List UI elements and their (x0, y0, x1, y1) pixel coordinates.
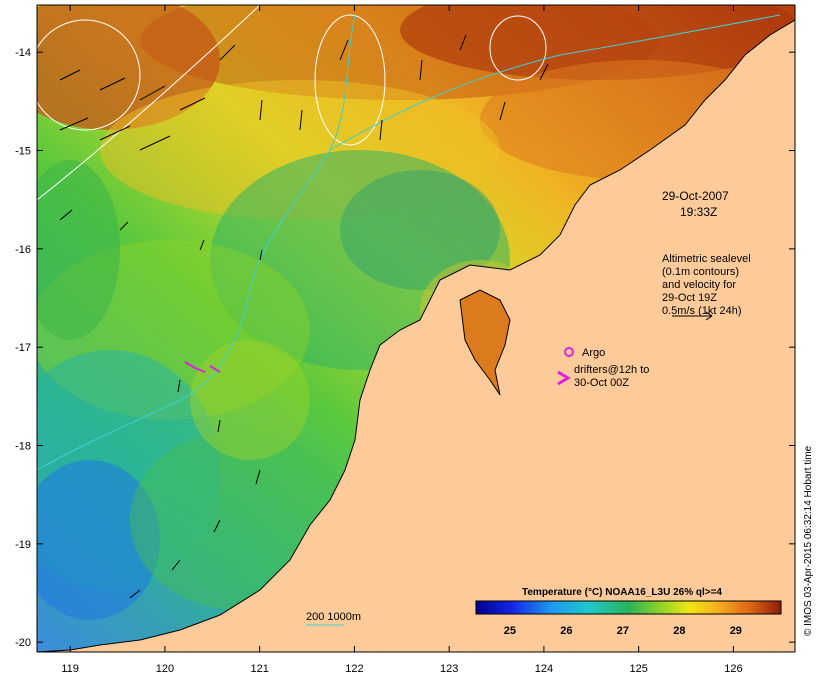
x-tick-label: 125 (629, 663, 647, 675)
argo-label: Argo (582, 347, 605, 359)
drifter-chevron-icon (557, 370, 571, 386)
y-tick-label: -14 (15, 47, 31, 59)
colorbar-tick-label: 28 (673, 625, 685, 637)
altimetry-note: Altimetric sealevel (0.1m contours) and … (662, 253, 751, 321)
colorbar-tick-label: 26 (560, 625, 572, 637)
x-tick-label: 119 (61, 663, 79, 675)
credit-text: © IMOS 03-Apr-2015 06:32:14 Hobart time (803, 445, 814, 636)
colorbar: Temperature (°C) NOAA16_L3U 26% ql>=4 25… (475, 587, 782, 637)
land-mass (37, 19, 795, 652)
sealevel-contours (37, 5, 547, 201)
y-tick-label: -16 (15, 244, 31, 256)
x-tick-label: 121 (250, 663, 268, 675)
drifter-legend: drifters@12h to 30-Oct 00Z (557, 364, 649, 389)
colorbar-title: Temperature (°C) NOAA16_L3U 26% ql>=4 (522, 587, 722, 598)
colorbar-tick-label: 25 (504, 625, 516, 637)
y-axis: -14 -15 -16 -17 -18 -19 -20 (15, 47, 795, 649)
x-tick-label: 123 (440, 663, 458, 675)
velocity-arrows (59, 34, 549, 599)
y-tick-label: -20 (15, 637, 31, 649)
x-tick-label: 120 (156, 663, 174, 675)
argo-circle-icon (564, 347, 574, 357)
altimetry-line-2: (0.1m contours) (662, 266, 739, 278)
plot-frame (36, 4, 796, 653)
colorbar-tick-label: 27 (617, 625, 629, 637)
altimetry-line-5: 0.5m/s (1kt 24h) (662, 305, 741, 317)
image-date: 29-Oct-2007 (662, 189, 729, 203)
x-tick-label: 122 (345, 663, 363, 675)
drifter-line-2: 30-Oct 00Z (574, 377, 629, 389)
bathymetry-legend: 200 1000m (306, 611, 361, 626)
colorbar-tick-label: 29 (730, 625, 742, 637)
bathymetry-label: 200 1000m (306, 611, 361, 623)
x-tick-label: 126 (724, 663, 742, 675)
x-axis: 119 120 121 122 123 124 125 126 (61, 5, 743, 675)
altimetry-line-3: and velocity for (662, 279, 736, 291)
y-tick-label: -18 (15, 441, 31, 453)
y-tick-label: -15 (15, 146, 31, 158)
colorbar-ticks: 25 26 27 28 29 (504, 625, 742, 637)
drifter-tracks (184, 361, 221, 373)
colorbar-ramp (475, 600, 782, 615)
bathymetry-contours (37, 14, 781, 471)
argo-legend: Argo (564, 347, 605, 359)
peninsula (459, 289, 511, 396)
y-tick-label: -17 (15, 342, 31, 354)
altimetry-line-1: Altimetric sealevel (662, 253, 751, 265)
image-time: 19:33Z (680, 205, 717, 219)
y-tick-label: -19 (15, 539, 31, 551)
scale-arrow-icon (672, 311, 713, 321)
x-tick-label: 124 (535, 663, 553, 675)
drifter-line-1: drifters@12h to (574, 364, 649, 376)
altimetry-line-4: 29-Oct 19Z (662, 292, 717, 304)
